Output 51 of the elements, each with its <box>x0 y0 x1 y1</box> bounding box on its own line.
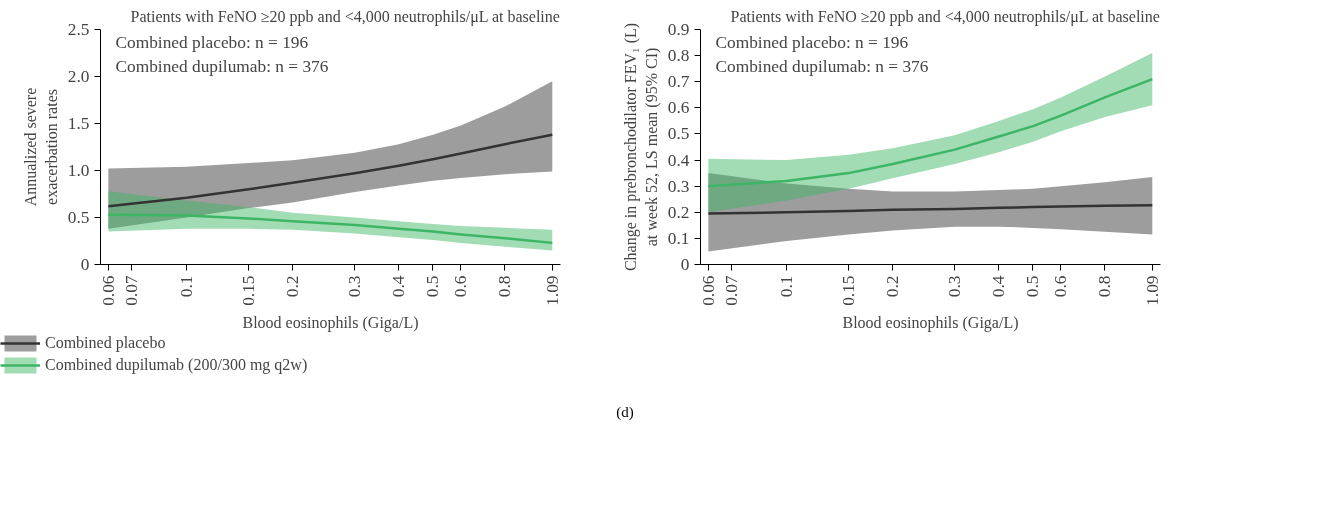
x-tick-label: 0.06 <box>698 275 718 306</box>
x-tick-label: 0.6 <box>451 275 471 298</box>
y-tick-label: 0.7 <box>667 72 690 92</box>
y-tick-label: 0.5 <box>67 208 90 227</box>
y-tick-label: 0 <box>80 255 90 274</box>
text: (d) <box>616 403 634 422</box>
x-tick-label: 0.06 <box>98 275 118 306</box>
x-tick-label: 1.09 <box>542 275 562 306</box>
x-tick-label: 0.3 <box>945 275 965 298</box>
x-tick-label: 0.6 <box>1051 275 1071 298</box>
x-tick-label: 0.8 <box>495 275 515 298</box>
x-tick-label: 0.5 <box>1023 275 1043 298</box>
x-tick-label: 0.1 <box>177 275 197 298</box>
y-tick-label: 1.5 <box>67 114 90 133</box>
x-tick-label: 0.8 <box>1095 275 1115 298</box>
x-tick-label: 0.2 <box>883 275 903 298</box>
y-tick-label: 2.5 <box>67 20 90 39</box>
y-tick-label: 1.0 <box>67 161 90 180</box>
x-tick-label: 0.3 <box>345 275 365 298</box>
y-tick-label: 0.1 <box>667 228 690 248</box>
y-axis-title: Change in prebronchodilator FEV₁ (L) at week 52, LS mean (95% CI) <box>622 22 661 272</box>
y-tick-label: 0.2 <box>667 202 690 222</box>
x-tick-label: 0.15 <box>839 275 859 306</box>
chart-title: Patients with FeNO ≥20 ppb and <4,000 neutrophils/μL at baseline <box>130 7 560 26</box>
annotation: Combined dupilumab: n = 376 <box>715 56 929 76</box>
annotation: Combined placebo: n = 196 <box>115 32 309 52</box>
annotation: Combined placebo: n = 196 <box>715 32 909 52</box>
x-tick-label: 0.5 <box>423 275 443 298</box>
y-tick-label: 2.0 <box>67 67 90 86</box>
y-tick-label: 0.8 <box>667 46 690 66</box>
x-tick-label: 1.09 <box>1142 275 1162 306</box>
x-tick-label: 0.1 <box>777 275 797 298</box>
y-tick-label: 0.6 <box>667 98 690 118</box>
x-axis-title: Blood eosinophils (Giga/L) <box>242 313 419 332</box>
y-tick-label: 0.9 <box>667 20 690 39</box>
x-axis-title: Blood eosinophils (Giga/L) <box>842 313 1019 332</box>
y-tick-label: 0.3 <box>667 176 690 196</box>
chart-title: Patients with FeNO ≥20 ppb and <4,000 neutrophils/μL at baseline <box>730 7 1160 26</box>
legend-label: Combined dupilumab (200/300 mg q2w) <box>45 356 308 374</box>
x-tick-label: 0.4 <box>389 275 409 298</box>
x-tick-label: 0.07 <box>722 275 742 306</box>
x-tick-label: 0.2 <box>283 275 303 298</box>
y-tick-label: 0.5 <box>667 124 690 144</box>
legend-label: Combined placebo <box>45 334 166 352</box>
x-tick-label: 0.15 <box>239 275 259 306</box>
y-tick-label: 0.4 <box>667 150 690 170</box>
x-tick-label: 0.4 <box>989 275 1009 298</box>
annotation: Combined dupilumab: n = 376 <box>115 56 329 76</box>
y-axis-title: Annualized severe exacerbation rates <box>22 87 60 207</box>
x-tick-label: 0.07 <box>122 275 142 306</box>
y-tick-label: 0 <box>680 255 690 274</box>
